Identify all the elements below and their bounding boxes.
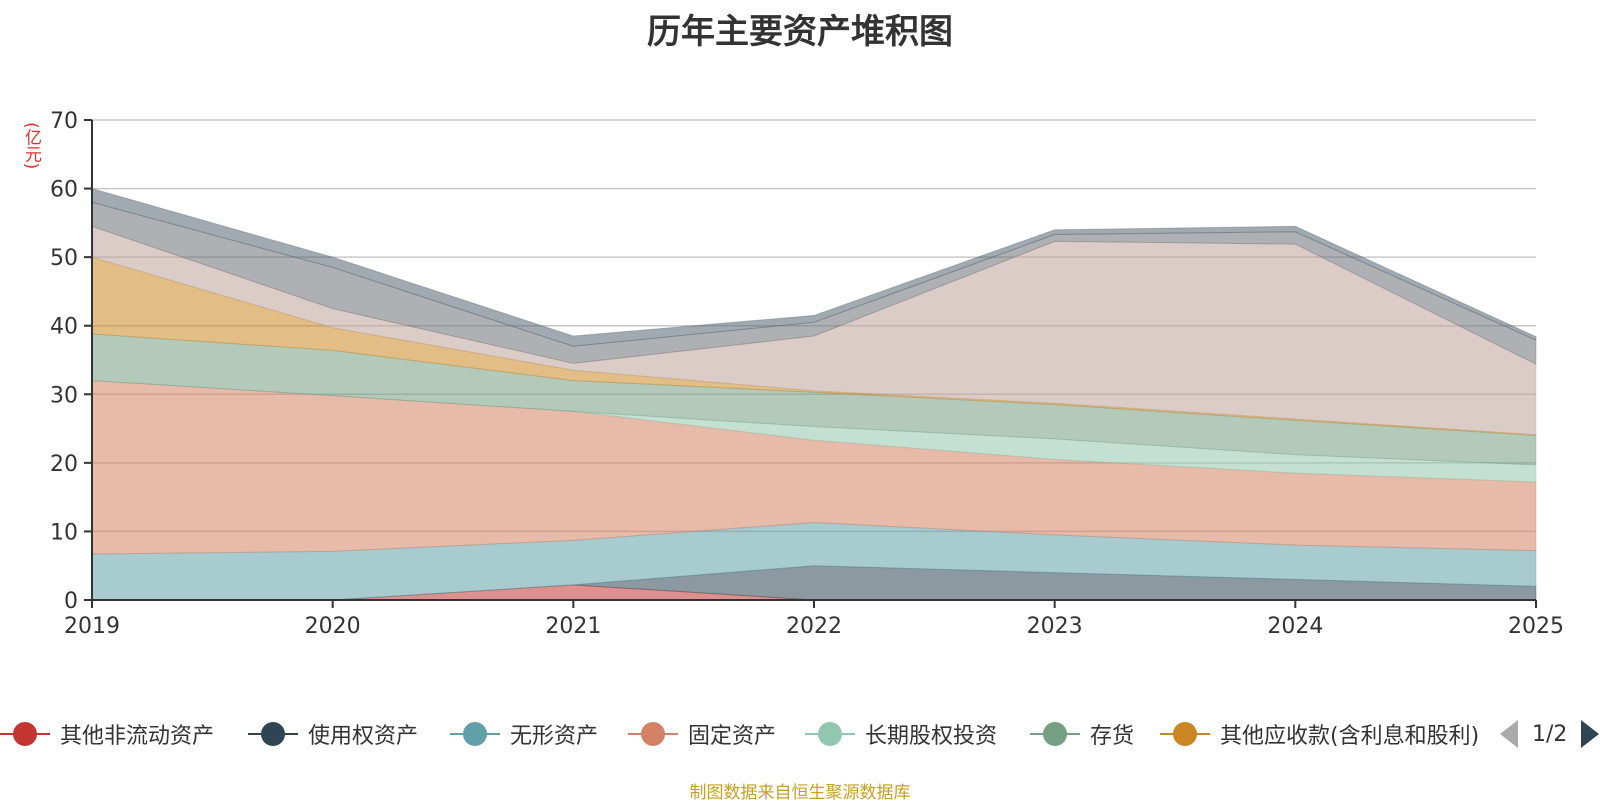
area-series-4[interactable] xyxy=(91,380,1537,483)
y-tick-label: 40 xyxy=(50,315,78,340)
legend-prev-page-icon[interactable] xyxy=(1500,720,1518,748)
area-series xyxy=(91,187,1537,601)
legend-marker-icon xyxy=(805,719,855,749)
legend-item-4[interactable]: 长期股权投资 xyxy=(805,714,997,754)
area-series-7[interactable] xyxy=(91,225,1537,436)
legend-marker-icon xyxy=(0,719,50,749)
legend-label: 存货 xyxy=(1090,724,1135,749)
legend-label: 其他非流动资产 xyxy=(60,724,215,749)
legend-label: 无形资产 xyxy=(510,724,599,749)
y-tick-label: 30 xyxy=(50,383,78,408)
legend-pager: 1/2 xyxy=(1500,714,1600,754)
y-tick-label: 0 xyxy=(64,589,78,614)
legend-item-0[interactable]: 其他非流动资产 xyxy=(0,714,214,754)
y-tick-label: 10 xyxy=(50,520,78,545)
x-tick-label: 2022 xyxy=(786,614,842,639)
legend-label: 固定资产 xyxy=(688,724,777,749)
legend-label: 使用权资产 xyxy=(308,724,419,749)
legend-item-2[interactable]: 无形资产 xyxy=(450,714,598,754)
y-tick-label: 60 xyxy=(50,178,78,203)
area-series-2[interactable] xyxy=(91,522,1537,601)
y-tick-label: 70 xyxy=(50,109,78,134)
area-series-9[interactable] xyxy=(91,187,1537,347)
legend-item-3[interactable]: 固定资产 xyxy=(628,714,776,754)
legend-items: 其他非流动资产 使用权资产 无形资产 固定资产 长期股权投资 存货 其他应收款(含利息和股利… xyxy=(0,714,1485,754)
y-axis-unit-label: (亿元) xyxy=(21,122,41,170)
legend-marker-icon xyxy=(248,719,298,749)
legend-marker-icon xyxy=(1030,719,1080,749)
legend-marker-icon xyxy=(628,719,678,749)
legend-item-1[interactable]: 使用权资产 xyxy=(248,714,418,754)
axes: 0 10 20 30 40 50 60 70 2019 2020 2021 2022 2023 2024 2… xyxy=(50,109,1564,639)
y-tick-label: 20 xyxy=(50,452,78,477)
x-tick-label: 2025 xyxy=(1508,614,1564,639)
source-note: 制图数据来自恒生聚源数据库 xyxy=(689,783,911,803)
legend-page-indicator: 1/2 xyxy=(1532,721,1568,747)
legend-marker-icon xyxy=(450,719,500,749)
legend-item-5[interactable]: 存货 xyxy=(1030,714,1134,754)
legend-item-6[interactable]: 其他应收款(含利息和股利) xyxy=(1160,714,1479,754)
legend: 其他非流动资产 使用权资产 无形资产 固定资产 长期股权投资 存货 其他应收款(含利息和股利… xyxy=(0,714,1600,754)
x-tick-label: 2024 xyxy=(1267,614,1323,639)
y-tick-label: 50 xyxy=(50,246,78,271)
legend-marker-icon xyxy=(1160,719,1210,749)
legend-next-page-icon[interactable] xyxy=(1581,720,1600,748)
legend-label: 其他应收款(含利息和股利) xyxy=(1220,724,1480,749)
x-tick-label: 2021 xyxy=(545,614,601,639)
legend-label: 长期股权投资 xyxy=(865,724,998,749)
chart-title: 历年主要资产堆积图 xyxy=(647,12,953,52)
area-series-6[interactable] xyxy=(91,256,1537,436)
area-series-3[interactable] xyxy=(91,380,1537,555)
x-tick-label: 2023 xyxy=(1027,614,1083,639)
area-series-8[interactable] xyxy=(91,201,1537,365)
x-tick-label: 2020 xyxy=(305,614,361,639)
x-tick-label: 2019 xyxy=(64,614,120,639)
